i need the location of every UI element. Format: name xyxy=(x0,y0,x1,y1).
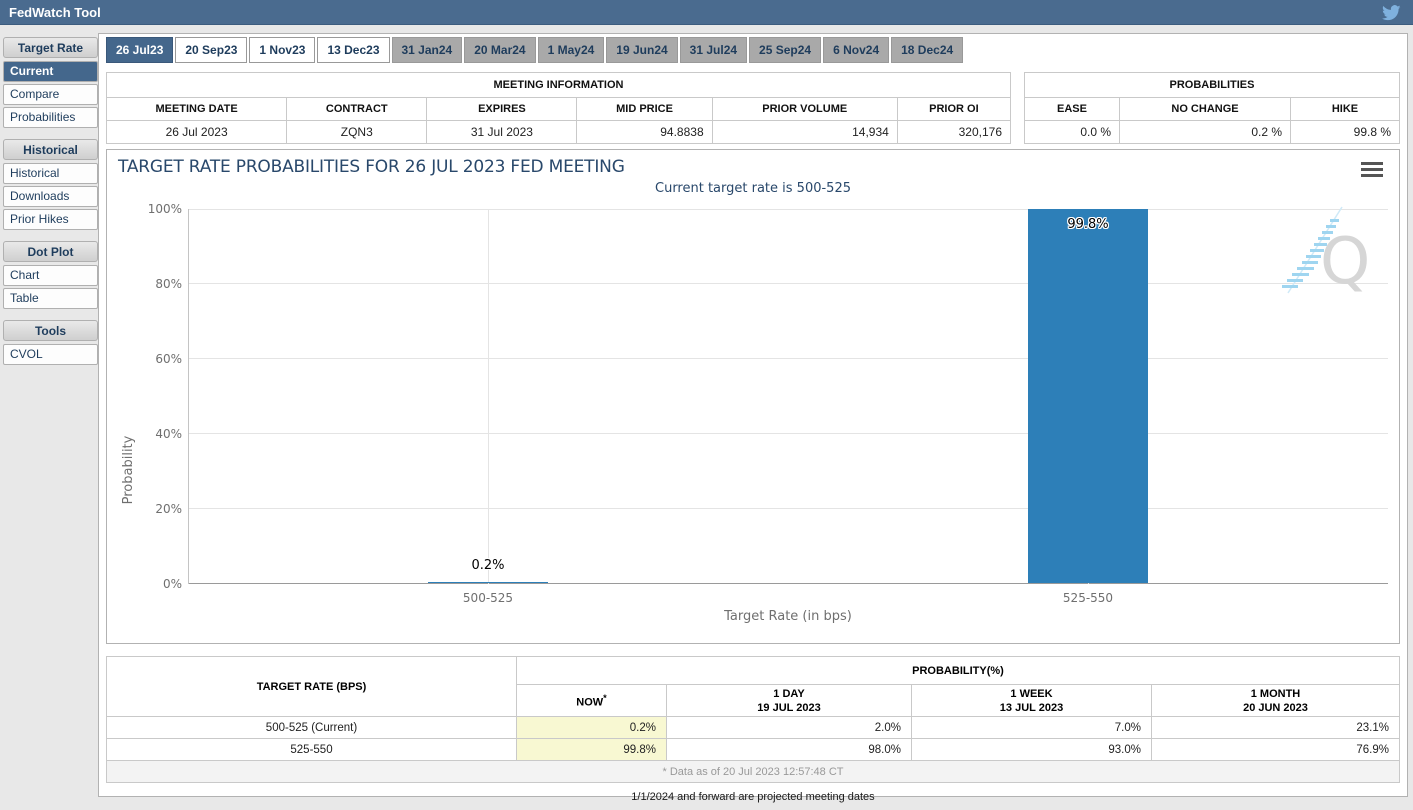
hamburger-menu-icon[interactable] xyxy=(1361,162,1383,180)
col-1-month: 1 MONTH 20 JUN 2023 xyxy=(1151,684,1400,717)
chart-title: TARGET RATE PROBABILITIES FOR 26 JUL 202… xyxy=(118,157,625,177)
target-rate-bps-header: TARGET RATE (BPS) xyxy=(106,656,517,717)
col-hike: HIKE xyxy=(1290,97,1400,121)
plot-area: 0.2% 99.8% xyxy=(188,208,1388,584)
now-500-525: 0.2% xyxy=(516,716,667,739)
sidebar-item-historical[interactable]: Historical xyxy=(3,163,98,184)
target-rate-probabilities-chart: TARGET RATE PROBABILITIES FOR 26 JUL 202… xyxy=(106,149,1400,644)
col-contract: CONTRACT xyxy=(286,97,428,121)
table-row: 525-550 99.8% 98.0% 93.0% 76.9% xyxy=(106,738,1400,761)
sidebar-item-table[interactable]: Table xyxy=(3,288,98,309)
meeting-information-table: MEETING INFORMATION MEETING DATE CONTRAC… xyxy=(105,72,1012,144)
sidebar-item-chart[interactable]: Chart xyxy=(3,265,98,286)
sidebar-header-dot-plot: Dot Plot xyxy=(3,241,98,262)
bar-label-525-550: 99.8% xyxy=(1067,216,1109,232)
ease-value: 0.0 % xyxy=(1024,120,1120,144)
no-change-value: 0.2 % xyxy=(1119,120,1291,144)
col-1-week: 1 WEEK 13 JUL 2023 xyxy=(911,684,1152,717)
tab-1-nov23[interactable]: 1 Nov23 xyxy=(249,37,316,63)
day-500-525: 2.0% xyxy=(666,716,912,739)
probability-detail-table: TARGET RATE (BPS) PROBABILITY(%) NOW* 1 … xyxy=(106,656,1400,783)
tab-20-mar24[interactable]: 20 Mar24 xyxy=(464,37,536,63)
xtick-525-550: 525-550 xyxy=(1062,591,1114,605)
prior-volume-value: 14,934 xyxy=(711,120,898,144)
col-prior-oi: PRIOR OI xyxy=(896,97,1012,121)
meeting-date-value: 26 Jul 2023 xyxy=(105,120,288,144)
sidebar-header-target-rate: Target Rate xyxy=(3,37,98,58)
sidebar-item-downloads[interactable]: Downloads xyxy=(3,186,98,207)
data-as-of-footnote: * Data as of 20 Jul 2023 12:57:48 CT xyxy=(106,760,1400,783)
mid-price-value: 94.8838 xyxy=(576,120,713,144)
tab-25-sep24[interactable]: 25 Sep24 xyxy=(749,37,822,63)
tab-26-jul23[interactable]: 26 Jul23 xyxy=(106,37,174,63)
col-meeting-date: MEETING DATE xyxy=(105,97,288,121)
col-mid-price: MID PRICE xyxy=(576,97,713,121)
probabilities-caption: PROBABILITIES xyxy=(1024,72,1400,98)
prior-oi-value: 320,176 xyxy=(896,120,1012,144)
projected-dates-note: 1/1/2024 and forward are projected meeti… xyxy=(631,791,875,803)
ytick-100: 100% xyxy=(147,202,182,216)
col-1-day: 1 DAY 19 JUL 2023 xyxy=(666,684,912,717)
day-525-550: 98.0% xyxy=(666,738,912,761)
sidebar-item-current[interactable]: Current xyxy=(3,61,98,82)
rate-525-550: 525-550 xyxy=(106,738,517,761)
tab-13-dec23[interactable]: 13 Dec23 xyxy=(317,37,390,63)
sidebar-item-probabilities[interactable]: Probabilities xyxy=(3,107,98,128)
tab-20-sep23[interactable]: 20 Sep23 xyxy=(175,37,248,63)
tab-31-jul24[interactable]: 31 Jul24 xyxy=(679,37,748,63)
sidebar-item-cvol[interactable]: CVOL xyxy=(3,344,98,365)
now-525-550: 99.8% xyxy=(516,738,667,761)
col-no-change: NO CHANGE xyxy=(1119,97,1291,121)
hike-value: 99.8 % xyxy=(1290,120,1400,144)
x-axis-title: Target Rate (in bps) xyxy=(724,609,852,624)
sidebar-header-tools: Tools xyxy=(3,320,98,341)
twitter-icon[interactable] xyxy=(1381,3,1401,23)
col-expires: EXPIRES xyxy=(426,97,578,121)
chart-subtitle: Current target rate is 500-525 xyxy=(655,181,851,196)
rate-500-525: 500-525 (Current) xyxy=(106,716,517,739)
tab-31-jan24[interactable]: 31 Jan24 xyxy=(391,37,463,63)
col-prior-volume: PRIOR VOLUME xyxy=(711,97,898,121)
y-axis-title: Probability xyxy=(121,435,136,505)
table-row: 500-525 (Current) 0.2% 2.0% 7.0% 23.1% xyxy=(106,716,1400,739)
contract-value: ZQN3 xyxy=(286,120,428,144)
sidebar-item-prior-hikes[interactable]: Prior Hikes xyxy=(3,209,98,230)
ytick-80: 80% xyxy=(155,277,182,291)
bar-525-550 xyxy=(1028,208,1148,583)
tab-6-nov24[interactable]: 6 Nov24 xyxy=(823,37,890,63)
quikstrike-q-watermark: Q xyxy=(1276,205,1371,301)
svg-text:Q: Q xyxy=(1320,225,1370,297)
tab-18-dec24[interactable]: 18 Dec24 xyxy=(891,37,964,63)
ytick-40: 40% xyxy=(155,427,182,441)
now-asterisk: * xyxy=(603,693,607,704)
tab-1-may24[interactable]: 1 May24 xyxy=(537,37,605,63)
xtick-500-525: 500-525 xyxy=(462,591,514,605)
month-500-525: 23.1% xyxy=(1151,716,1400,739)
probabilities-summary-table: PROBABILITIES EASE NO CHANGE HIKE 0.0 % … xyxy=(1024,72,1400,144)
month-525-550: 76.9% xyxy=(1151,738,1400,761)
probability-group-header: PROBABILITY(%) xyxy=(516,656,1400,685)
week-500-525: 7.0% xyxy=(911,716,1152,739)
main-panel: 26 Jul23 20 Sep23 1 Nov23 13 Dec23 31 Ja… xyxy=(98,33,1408,803)
ytick-60: 60% xyxy=(155,352,182,366)
sidebar-header-historical: Historical xyxy=(3,139,98,160)
meeting-date-tabs: 26 Jul23 20 Sep23 1 Nov23 13 Dec23 31 Ja… xyxy=(106,37,1400,63)
col-ease: EASE xyxy=(1024,97,1120,121)
sidebar-item-compare[interactable]: Compare xyxy=(3,84,98,105)
week-525-550: 93.0% xyxy=(911,738,1152,761)
ytick-0: 0% xyxy=(162,577,182,591)
app-header: FedWatch Tool xyxy=(0,0,1413,25)
expires-value: 31 Jul 2023 xyxy=(426,120,578,144)
app-title: FedWatch Tool xyxy=(9,5,101,20)
ytick-20: 20% xyxy=(155,502,182,516)
tab-19-jun24[interactable]: 19 Jun24 xyxy=(606,37,678,63)
meeting-info-caption: MEETING INFORMATION xyxy=(106,72,1011,98)
sidebar: Target Rate Current Compare Probabilitie… xyxy=(3,37,98,376)
bar-500-525 xyxy=(428,582,548,583)
bar-label-500-525: 0.2% xyxy=(471,558,505,574)
col-now: NOW* xyxy=(516,684,667,717)
